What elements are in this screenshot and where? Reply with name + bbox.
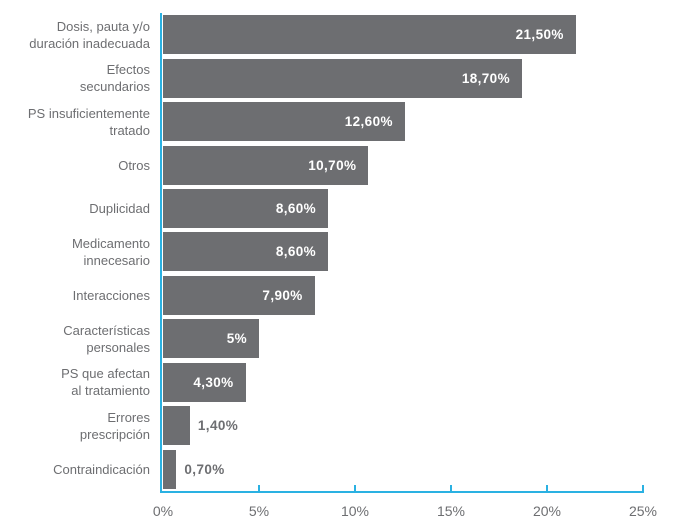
chart-rows: Dosis, pauta y/o duración inadecuada 21,… [0, 13, 674, 491]
category-label: PS insuficientemente tratado [27, 105, 150, 138]
bar-track: 0,70% [160, 447, 674, 491]
value-label: 21,50% [515, 27, 564, 43]
x-axis-tick-label: 15% [436, 502, 466, 519]
x-axis-tick-label: 20% [532, 502, 562, 519]
bar: 18,70% [163, 58, 522, 98]
chart-row: PS que afectan al tratamiento 4,30% [0, 360, 674, 404]
category-label: Duplicidad [89, 200, 150, 216]
bar [163, 406, 190, 446]
bar [163, 449, 177, 489]
chart-row: Duplicidad 8,60% [0, 186, 674, 231]
bar-track: 8,60% [160, 230, 674, 274]
bar-track: 5% [160, 317, 674, 361]
x-axis-tick [546, 484, 548, 493]
chart-row: Dosis, pauta y/o duración inadecuada 21,… [0, 13, 674, 57]
value-label: 7,90% [262, 287, 303, 303]
bar: 21,50% [163, 15, 576, 55]
bar: 10,70% [163, 145, 369, 185]
value-label: 5% [226, 331, 247, 347]
category-label: Contraindicación [53, 461, 150, 477]
category-label: Medicamento innecesario [71, 235, 150, 268]
x-axis-tick-label: 0% [152, 502, 174, 519]
x-axis-line [160, 490, 644, 493]
category-label: PS que afectan al tratamiento [61, 366, 150, 399]
chart-row: PS insuficientemente tratado 12,60% [0, 99, 674, 144]
chart-row: Efectos secundarios 18,70% [0, 56, 674, 100]
bar-track: 4,30% [160, 360, 674, 404]
category-label: Dosis, pauta y/o duración inadecuada [29, 18, 150, 51]
chart-row: Medicamento innecesario 8,60% [0, 230, 674, 274]
x-axis-tick [642, 484, 644, 493]
value-label: 4,30% [193, 374, 234, 390]
bar-track: 8,60% [160, 186, 674, 231]
chart-row: Características personales 5% [0, 317, 674, 361]
bar: 7,90% [163, 275, 315, 315]
bar-track: 7,90% [160, 273, 674, 318]
x-axis-tick-label: 10% [340, 502, 370, 519]
x-axis-tick-label: 25% [628, 502, 658, 519]
chart-row: Errores prescripción 1,40% [0, 403, 674, 448]
bar-track: 10,70% [160, 143, 674, 187]
x-axis-tick [354, 484, 356, 493]
x-axis-tick-label: 5% [248, 502, 270, 519]
value-label: 8,60% [275, 244, 317, 260]
value-label: 1,40% [197, 418, 239, 434]
category-label: Características personales [63, 322, 150, 355]
value-label: 18,70% [461, 70, 510, 86]
chart-row: Otros 10,70% [0, 143, 674, 187]
bar: 4,30% [163, 362, 246, 402]
bar: 5% [163, 319, 259, 359]
bar: 12,60% [163, 102, 405, 142]
value-label: 10,70% [308, 157, 357, 173]
chart-row: Contraindicación 0,70% [0, 447, 674, 491]
bar-track: 1,40% [160, 403, 674, 448]
category-label: Errores prescripción [79, 409, 150, 442]
x-axis-tick [258, 484, 260, 493]
value-label: 8,60% [275, 200, 317, 216]
category-label: Otros [118, 157, 150, 173]
bar-track: 18,70% [160, 56, 674, 100]
bar: 8,60% [163, 232, 329, 272]
bar: 8,60% [163, 188, 329, 228]
category-label: Efectos secundarios [79, 62, 150, 95]
x-axis: 0% 5% 10% 15% 20% 25% [0, 484, 674, 531]
x-axis-tick [450, 484, 452, 493]
value-label: 0,70% [184, 461, 225, 477]
bar-track: 12,60% [160, 99, 674, 144]
category-label: Interacciones [72, 287, 150, 303]
value-label: 12,60% [344, 114, 393, 130]
bar-track: 21,50% [160, 13, 674, 57]
chart-row: Interacciones 7,90% [0, 273, 674, 318]
